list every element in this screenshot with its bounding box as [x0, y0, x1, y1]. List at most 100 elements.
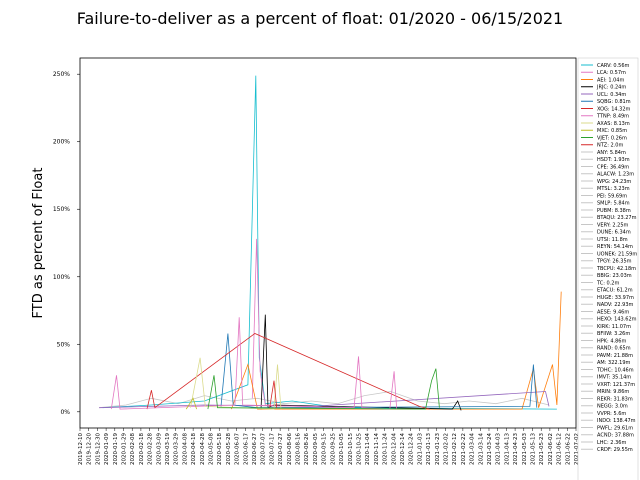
legend-label: ACND: 37.88m — [597, 433, 634, 439]
legend-entry: ALACW: 1.23m — [581, 172, 634, 178]
legend-entry: BTAQU: 23.27m — [581, 215, 637, 221]
legend-label: PEI: 59.69m — [597, 193, 627, 199]
series-line — [99, 391, 550, 409]
legend-entry: PUBM: 8.38m — [581, 208, 631, 214]
x-tick-label: 2020-07-17 — [269, 433, 275, 465]
x-tick-label: 2021-03-24 — [487, 433, 493, 465]
legend-label: MRIN: 9.86m — [597, 389, 629, 395]
legend-entry: RAND: 0.65m — [581, 346, 631, 352]
x-tick-label: 2021-04-03 — [496, 433, 502, 465]
legend-entry: JRJC: 0.24m — [581, 85, 626, 91]
x-tick-label: 2020-09-05 — [313, 433, 319, 465]
x-tick-label: 2020-07-07 — [261, 433, 267, 465]
x-tick-label: 2020-09-15 — [322, 433, 328, 465]
legend-label: PWFL: 29.61m — [597, 425, 633, 431]
legend-entry: PAVM: 21.88m — [581, 353, 633, 359]
chart-title: Failure-to-deliver as a percent of float… — [77, 9, 563, 28]
legend-label: BTAQU: 23.27m — [597, 215, 637, 221]
x-tick-label: 2020-12-24 — [409, 433, 415, 465]
x-tick-label: 2020-07-27 — [278, 433, 284, 465]
x-tick-label: 2020-06-27 — [252, 433, 258, 465]
legend-label: NTZ: 2.0m — [597, 143, 623, 149]
legend-entry: MXC: 0.85m — [581, 128, 627, 134]
x-tick-label: 2020-03-19 — [165, 433, 171, 465]
legend-label: HEXO: 143.62m — [597, 317, 637, 323]
legend-label: VJET: 0.26m — [597, 135, 627, 141]
legend-entry: KIRK: 11.07m — [581, 324, 631, 330]
legend-label: KIRK: 11.07m — [597, 324, 631, 330]
legend-entry: HEXO: 143.62m — [581, 317, 637, 323]
x-tick-label: 2021-06-02 — [548, 433, 554, 465]
legend-label: BFIIW: 3.26m — [597, 331, 630, 337]
x-tick-label: 2020-04-08 — [182, 433, 188, 465]
legend-label: VVPR: 5.6m — [597, 411, 626, 417]
legend-label: CRDF: 29.55m — [597, 447, 633, 453]
legend-entry: DUNE: 6.34m — [581, 230, 631, 236]
legend-label: BBIG: 23.03m — [597, 273, 632, 279]
legend-entry: NADV: 22.93m — [581, 302, 634, 308]
x-tick-label: 2020-08-26 — [304, 433, 310, 465]
x-tick-label: 2020-11-14 — [374, 433, 380, 465]
legend-entry: LHC: 2.36m — [581, 440, 626, 446]
x-tick-label: 2021-05-13 — [530, 433, 536, 465]
legend-entry: INDO: 138.47m — [581, 418, 636, 424]
y-tick-label: 200% — [53, 139, 70, 146]
legend-label: MTSL: 3.23m — [597, 186, 630, 192]
x-axis: 2019-12-10 2019-12-20 2019-12-30 2020-01-09… — [78, 428, 580, 465]
x-tick-label: 2020-08-06 — [287, 433, 293, 465]
series-line — [110, 317, 398, 410]
x-tick-label: 2020-05-18 — [217, 433, 223, 465]
legend-label: NEGG: 3.0m — [597, 404, 628, 410]
legend-label: TDHC: 10.46m — [596, 367, 634, 373]
x-tick-label: 2020-01-29 — [122, 433, 128, 465]
legend-entry: HSDT: 1.93m — [581, 157, 630, 163]
legend-label: HPK: 4.86m — [597, 338, 626, 344]
legend-entry: CRDF: 29.55m — [581, 447, 633, 453]
legend-entry: IMVT: 35.14m — [581, 375, 631, 381]
legend-label: JRJC: 0.24m — [596, 85, 626, 91]
legend-entry: ANY: 5.84m — [581, 150, 626, 156]
x-tick-label: 2020-06-07 — [235, 433, 241, 465]
legend-label: XOG: 14.32m — [597, 106, 631, 112]
legend-label: UTSI: 11.8m — [597, 237, 628, 243]
x-tick-label: 2021-06-22 — [565, 433, 571, 465]
legend-entry: AESE: 9.46m — [581, 309, 629, 315]
x-tick-label: 2021-05-03 — [522, 433, 528, 465]
legend-entry: NEGG: 3.0m — [581, 404, 628, 410]
x-tick-label: 2020-11-04 — [365, 433, 371, 465]
legend-label: TBCPU: 42.18m — [596, 266, 636, 272]
x-tick-label: 2020-11-24 — [383, 433, 389, 465]
legend-entry: NTZ: 2.0m — [581, 143, 623, 149]
legend-entry: UTSI: 11.8m — [581, 237, 628, 243]
legend-label: REYN: 54.14m — [597, 244, 633, 250]
x-tick-label: 2021-03-04 — [470, 433, 476, 465]
x-tick-label: 2021-02-02 — [443, 433, 449, 465]
legend-label: ALACW: 1.23m — [597, 172, 634, 178]
x-tick-label: 2021-04-23 — [513, 433, 519, 465]
legend-label: TC: 0.2m — [596, 280, 619, 286]
legend-label: VXRT: 121.37m — [597, 382, 635, 388]
series-line — [269, 380, 278, 408]
legend-label: AM: 322.19m — [597, 360, 631, 366]
x-tick-label: 2020-04-18 — [191, 433, 197, 465]
x-tick-label: 2021-05-23 — [539, 433, 545, 465]
y-axis-label: FTD as percent of Float — [31, 168, 46, 319]
legend-label: HSDT: 1.93m — [597, 157, 630, 163]
y-tick-label: 250% — [53, 71, 70, 78]
legend-entry: TPGY: 26.35m — [581, 259, 632, 265]
x-tick-label: 2020-01-19 — [113, 433, 119, 465]
legend-entry: ACND: 37.88m — [581, 433, 634, 439]
x-tick-label: 2021-01-03 — [417, 433, 423, 465]
x-tick-label: 2021-06-12 — [557, 433, 563, 465]
legend-entry: BFIIW: 3.26m — [581, 331, 630, 337]
x-tick-label: 2020-05-08 — [209, 433, 215, 465]
legend-label: AXAS: 8.13m — [597, 121, 630, 127]
legend-entry: UCL: 0.34m — [581, 92, 626, 98]
legend-label: TPGY: 26.35m — [596, 259, 632, 265]
legend-label: AESE: 9.46m — [597, 309, 629, 315]
x-tick-label: 2021-04-13 — [504, 433, 510, 465]
legend-label: UCL: 0.34m — [597, 92, 626, 98]
series-line — [146, 333, 430, 410]
